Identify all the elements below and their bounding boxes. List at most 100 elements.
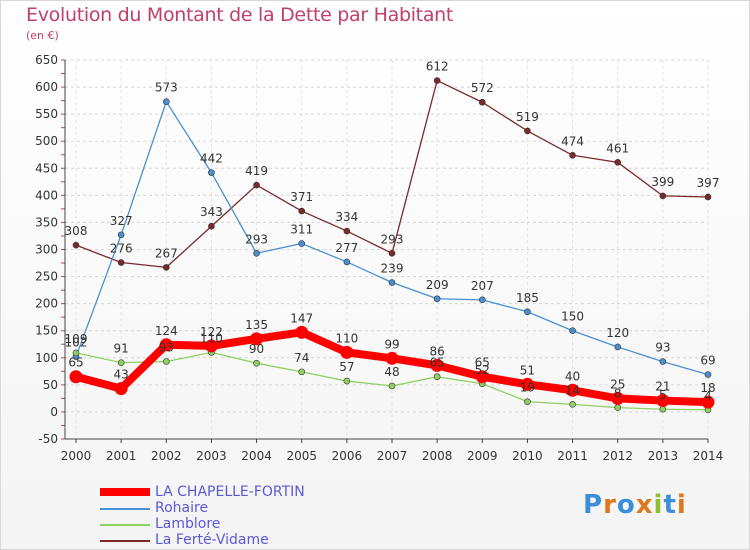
data-point (569, 327, 576, 335)
data-point (704, 193, 712, 201)
data-label: 65 (430, 356, 445, 370)
data-point (208, 222, 215, 230)
y-tick-label: 550 (35, 107, 58, 121)
y-tick-label: 0 (50, 405, 58, 419)
data-point (433, 295, 441, 303)
logo-letter: P (583, 490, 604, 520)
data-label: 277 (335, 241, 358, 255)
y-tick-label: 300 (35, 243, 58, 257)
data-label: 399 (651, 175, 674, 189)
legend-label: La Ferté-Vidame (155, 532, 269, 548)
data-point (162, 264, 170, 271)
x-tick-label: 2000 (61, 449, 92, 463)
data-label: 86 (430, 344, 445, 358)
legend-swatch (100, 488, 150, 496)
data-label: 124 (155, 324, 178, 338)
data-point (298, 240, 306, 247)
data-label: 74 (294, 351, 309, 365)
data-point (114, 382, 128, 396)
data-label: 461 (606, 141, 629, 155)
y-tick-label: 400 (35, 188, 58, 202)
y-tick-label: 200 (35, 297, 58, 311)
data-label: 99 (384, 337, 399, 351)
data-point (117, 259, 125, 266)
data-point (611, 391, 625, 405)
data-point (204, 339, 218, 353)
logo-letter: x (635, 490, 654, 520)
data-label: 120 (606, 326, 629, 340)
y-tick-label: 150 (35, 324, 58, 338)
data-point (72, 241, 80, 249)
data-label: 343 (200, 205, 223, 219)
data-point (524, 308, 531, 316)
data-label: 573 (155, 81, 178, 95)
data-point (659, 358, 667, 365)
data-point (701, 395, 715, 409)
logo-letter: i (653, 490, 664, 520)
data-point (520, 377, 534, 391)
data-label: 209 (426, 278, 449, 292)
data-label: 474 (561, 134, 584, 148)
data-label: 207 (471, 279, 494, 293)
data-point (614, 159, 622, 166)
data-label: 69 (700, 354, 715, 368)
data-point (250, 332, 264, 346)
data-label: 25 (610, 377, 625, 391)
data-label: 8 (614, 387, 622, 401)
x-tick-label: 2011 (557, 449, 588, 463)
data-point (117, 359, 125, 366)
data-label: 51 (520, 363, 535, 377)
logo-letter: o (616, 490, 636, 520)
data-label: 371 (290, 190, 313, 204)
data-label: 4 (704, 389, 712, 403)
data-label: 519 (516, 110, 539, 124)
x-tick-label: 2004 (241, 449, 272, 463)
data-label: 293 (245, 232, 268, 246)
data-point (159, 338, 173, 352)
y-tick-label: 600 (35, 80, 58, 94)
data-label: 311 (290, 223, 313, 237)
chart-subtitle: (en €) (26, 29, 59, 42)
logo-letter: i (676, 490, 687, 520)
data-point (659, 192, 667, 200)
y-tick-label: 250 (35, 270, 58, 284)
data-point (659, 405, 667, 413)
data-point (295, 325, 309, 339)
data-point (433, 373, 441, 381)
data-label: 65 (475, 356, 490, 370)
x-tick-label: 2008 (422, 449, 453, 463)
data-label: 293 (381, 232, 404, 246)
data-label: 48 (384, 365, 399, 379)
data-point (388, 279, 396, 286)
data-point (340, 345, 354, 359)
data-point (69, 370, 83, 384)
data-point (343, 227, 351, 235)
data-point (388, 382, 396, 390)
data-label: 239 (381, 262, 404, 276)
data-label: 102 (65, 336, 88, 350)
legend-swatch (100, 524, 150, 526)
data-point (524, 127, 531, 135)
data-label: 93 (655, 341, 670, 355)
data-point (253, 249, 260, 257)
data-point (253, 181, 260, 189)
data-label: 91 (114, 342, 129, 356)
data-point (433, 77, 441, 84)
data-point (656, 394, 670, 408)
data-label: 122 (200, 325, 223, 339)
data-point (430, 358, 444, 372)
proxiti-logo: Proxiti (583, 490, 687, 520)
data-label: 442 (200, 152, 223, 166)
data-label: 21 (655, 380, 670, 394)
data-point (385, 351, 399, 365)
data-point (162, 358, 170, 365)
x-tick-label: 2013 (648, 449, 679, 463)
data-point (208, 169, 215, 176)
x-tick-label: 2007 (377, 449, 408, 463)
legend-label: Lamblore (155, 516, 221, 532)
legend-label: LA CHAPELLE-FORTIN (155, 484, 305, 500)
x-tick-label: 2001 (106, 449, 137, 463)
x-tick-label: 2012 (602, 449, 633, 463)
data-point (388, 249, 396, 257)
